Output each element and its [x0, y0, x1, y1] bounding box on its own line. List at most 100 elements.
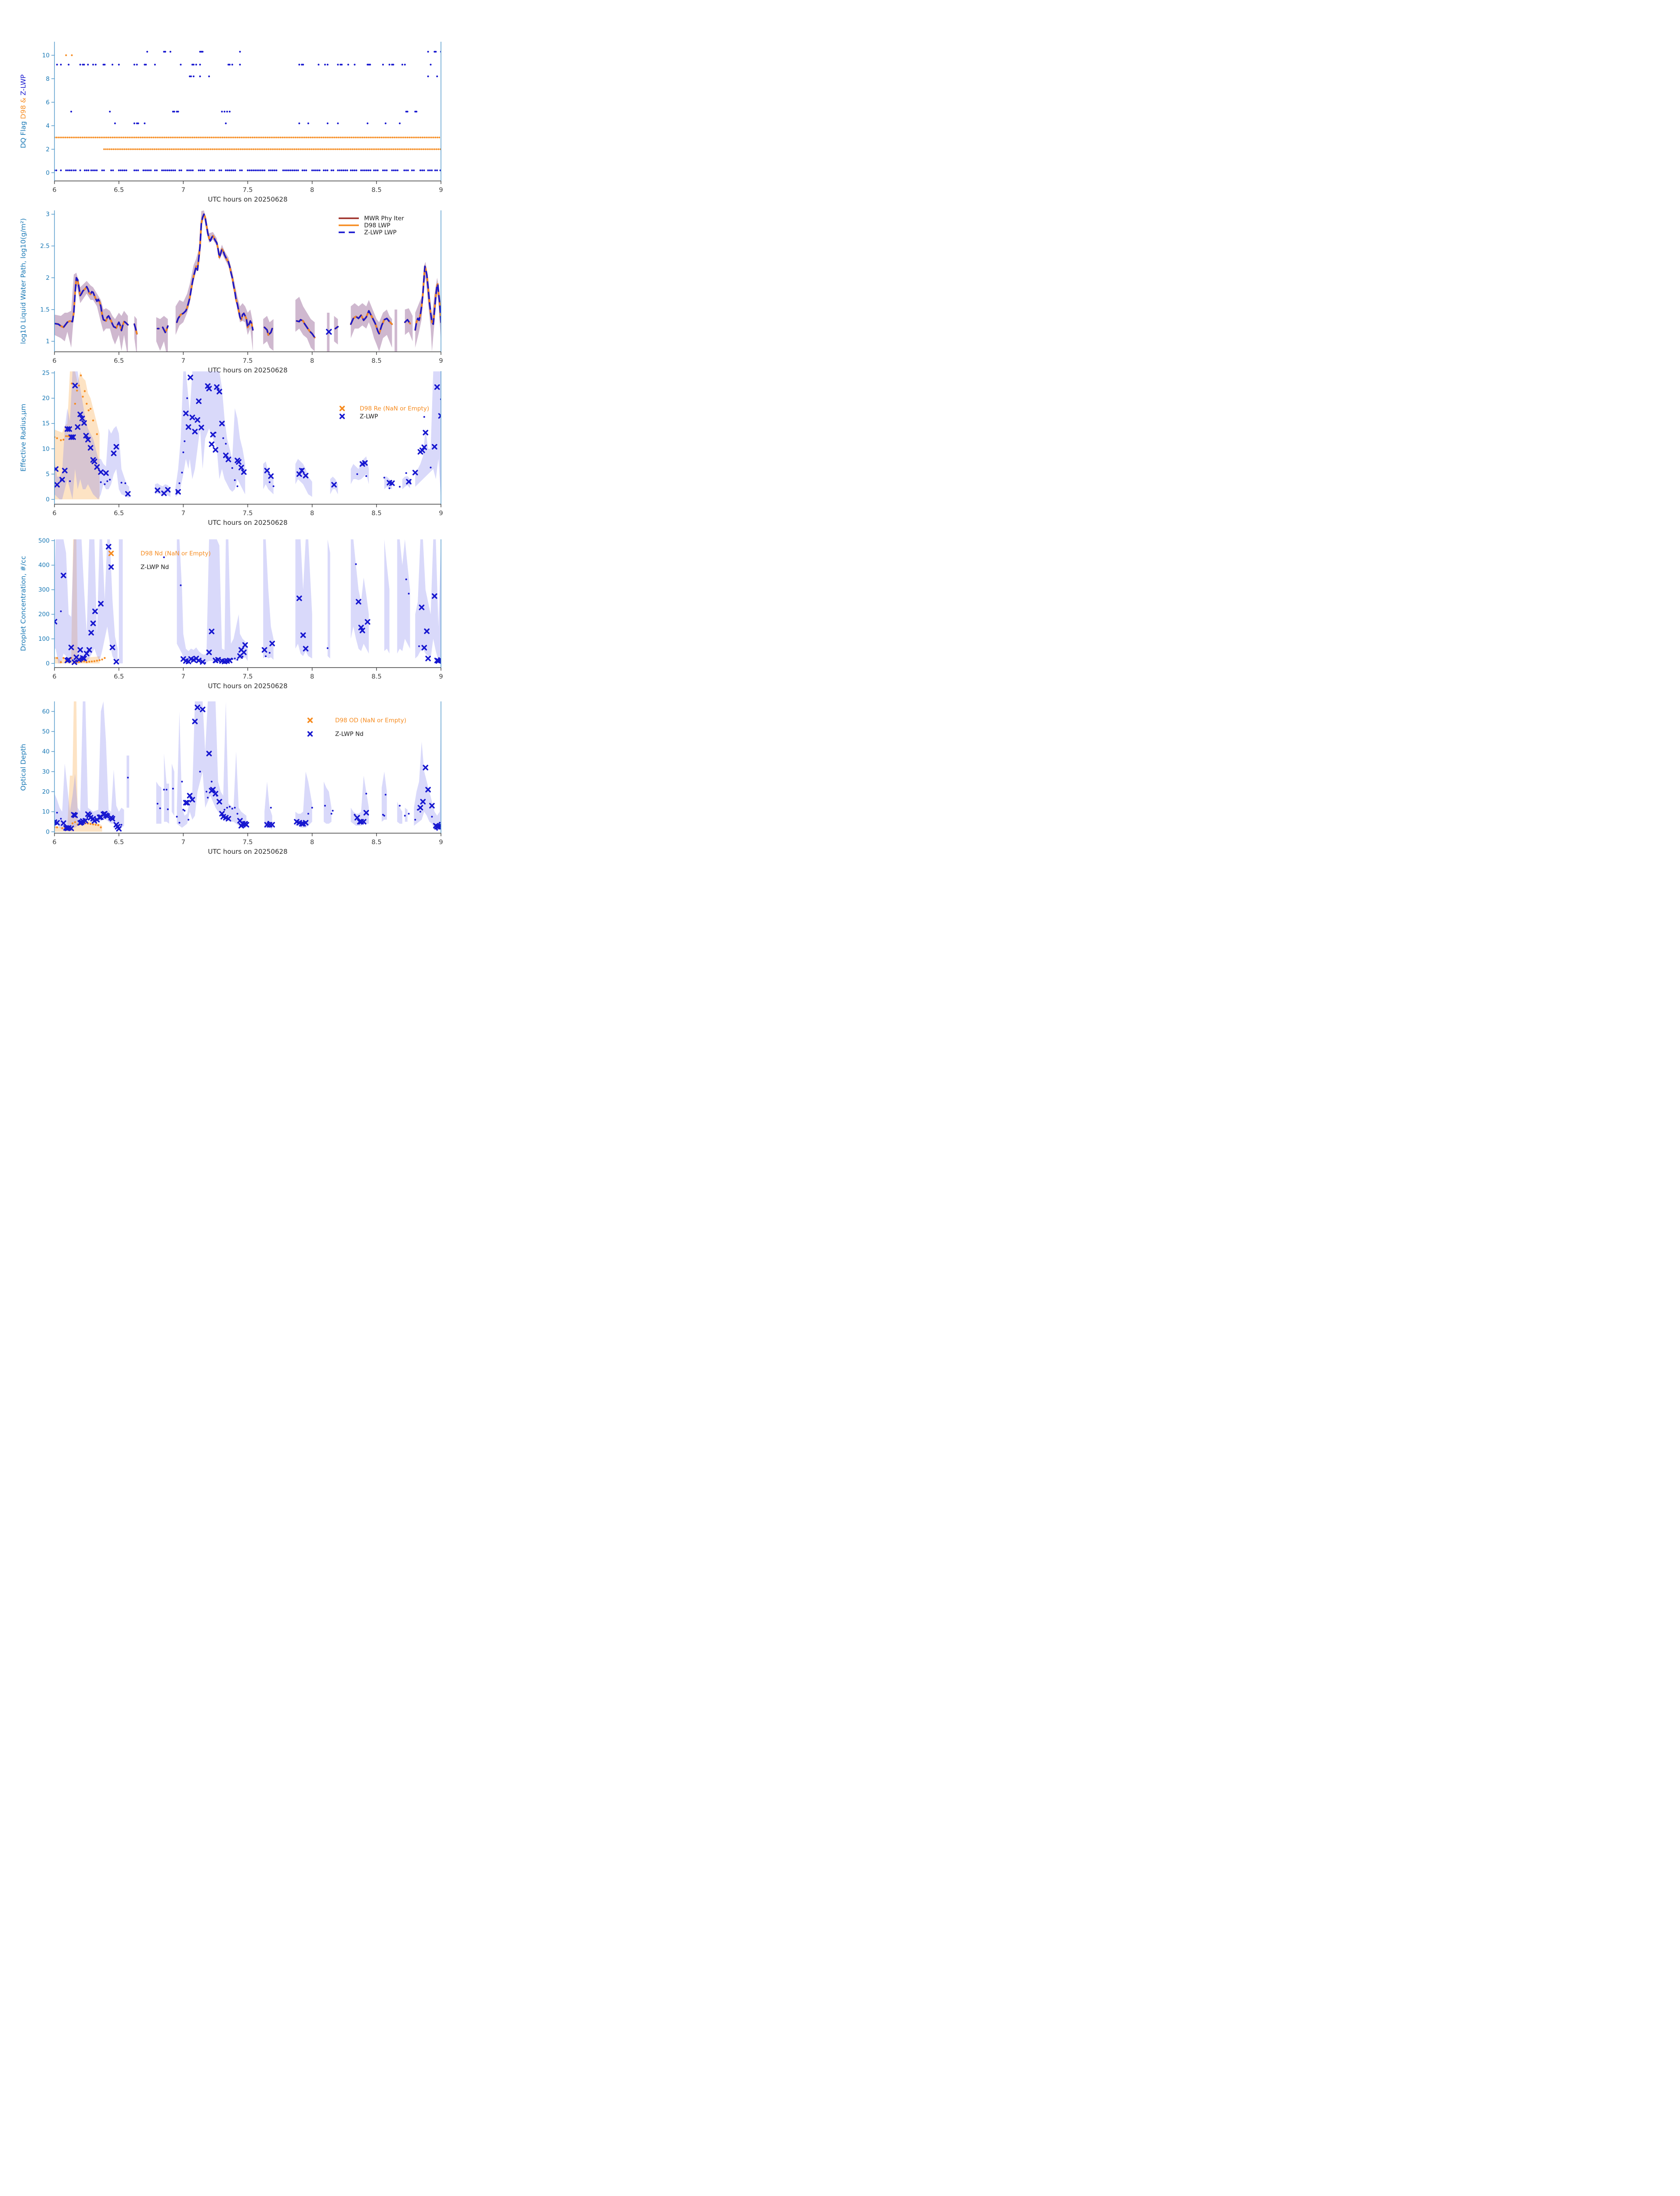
x-axis-label-optical-depth: UTC hours on 20250628 [208, 848, 287, 856]
legend-effective-radius: D98 Re (NaN or Empty)Z-LWP [339, 405, 429, 420]
series-zlwp-re-band [54, 371, 441, 500]
legend-label: MWR Phy Iter [364, 215, 404, 222]
y-axis-label-droplet-concentration: Droplet Concentration, #/cc [19, 556, 27, 651]
series-d98-flag-10 [65, 54, 73, 56]
y-tick-label: 8 [46, 76, 50, 83]
y-tick-label: 200 [38, 611, 50, 618]
x-axis-label-lwp: UTC hours on 20250628 [208, 366, 287, 374]
y-axis-label-optical-depth: Optical Depth [19, 744, 27, 791]
x-tick-label: 7 [181, 510, 185, 517]
x-tick-label: 8 [310, 839, 314, 846]
legend-label: D98 Re (NaN or Empty) [360, 405, 429, 412]
x-tick-label: 6.5 [114, 358, 124, 365]
y-tick-label: 2.5 [40, 243, 50, 250]
x-tick-label: 6.5 [114, 187, 124, 194]
series-d98-nd-band [54, 539, 100, 664]
y-tick-label: 2 [46, 146, 50, 153]
axes-effective-radius: 0 5 10 15 20 25 6 6.5 7 7.5 8 8.5 9 [42, 370, 443, 517]
x-tick-label: 6 [52, 839, 56, 846]
x-tick-label: 7.5 [242, 839, 253, 846]
legend-label: D98 Nd (NaN or Empty) [141, 550, 211, 557]
multi-panel-chart: 0 2 4 6 8 10 6 6.5 7 7.5 8 8.5 9 UTC hours on 2025062… [0, 0, 560, 878]
x-tick-label: 9 [439, 673, 443, 680]
axes-dq-flag: 0 2 4 6 8 10 6 6.5 7 7.5 8 8.5 9 [42, 42, 443, 194]
plot-area-optical-depth [54, 701, 441, 832]
series-zlwp-nd-xmarks [54, 544, 441, 665]
panel-dq-flag: 0 2 4 6 8 10 6 6.5 7 7.5 8 8.5 9 UTC hours on 2025062… [19, 42, 443, 203]
x-tick-label: 7 [181, 673, 185, 680]
y-tick-label: 50 [42, 728, 50, 735]
x-tick-label: 9 [439, 358, 443, 365]
y-tick-label: 1.5 [40, 306, 50, 313]
y-tick-label: 20 [42, 395, 50, 402]
y-tick-label: 2 [46, 274, 50, 282]
legend-label: Z-LWP LWP [364, 229, 397, 236]
x-tick-label: 7.5 [242, 187, 253, 194]
panel-effective-radius: 0 5 10 15 20 25 6 6.5 7 7.5 8 8.5 9 UTC hours on 2025… [19, 370, 443, 527]
series-zlwp-flag-8 [189, 75, 438, 77]
series-zlwp-re-xmarks [54, 375, 441, 497]
y-tick-label: 0 [46, 660, 50, 667]
series-zlwp-flag-10 [146, 51, 441, 53]
plot-area-lwp [54, 210, 441, 352]
legend-label: D98 LWP [364, 222, 390, 229]
x-tick-label: 6 [52, 673, 56, 680]
x-tick-label: 7.5 [242, 510, 253, 517]
series-d98-re-band [54, 371, 100, 500]
x-tick-label: 8 [310, 673, 314, 680]
x-tick-label: 8.5 [372, 358, 382, 365]
series-lwp-lines [54, 213, 441, 339]
series-zlwp-flag-4 [114, 122, 401, 124]
legend-label: Z-LWP [360, 413, 378, 420]
series-zlwp-flag-9 [56, 64, 432, 66]
series-zlwp-isolated-marker [326, 329, 332, 335]
axes-optical-depth: 0 10 20 30 40 50 60 6 6.5 7 7.5 8 8.5 9 [42, 701, 443, 846]
axes-droplet-concentration: 0 100 200 300 400 500 6 6.5 7 7.5 8 8.5 9 [38, 537, 443, 680]
x-tick-label: 9 [439, 510, 443, 517]
panel-lwp: 1 1.5 2 2.5 3 6 6.5 7 7.5 8 8.5 9 UTC hours on 20250… [19, 210, 443, 374]
series-zlwp-nd-band [54, 539, 441, 664]
y-tick-label: 10 [42, 445, 50, 452]
legend-label: Z-LWP Nd [335, 731, 364, 738]
series-zlwp-od-xmarks [54, 704, 441, 832]
y-tick-label: 4 [46, 123, 50, 130]
x-tick-label: 8.5 [372, 510, 382, 517]
y-tick-label: 25 [42, 370, 50, 377]
x-tick-label: 7 [181, 187, 185, 194]
x-tick-label: 7.5 [242, 673, 253, 680]
x-tick-label: 9 [439, 839, 443, 846]
x-tick-label: 6.5 [114, 510, 124, 517]
x-tick-label: 8 [310, 187, 314, 194]
series-zlwp-re-dots [60, 397, 441, 493]
legend-label: Z-LWP Nd [141, 564, 169, 571]
y-tick-label: 5 [46, 471, 50, 478]
series-zlwp-flag-5 [70, 111, 418, 113]
series-d98-flag-3 [54, 137, 441, 138]
y-tick-label: 1 [46, 338, 50, 345]
y-tick-label: 300 [38, 586, 50, 593]
x-tick-label: 6.5 [114, 839, 124, 846]
y-tick-label: 0 [46, 828, 50, 835]
x-tick-label: 7.5 [242, 358, 253, 365]
y-tick-label: 30 [42, 768, 50, 775]
legend-droplet-concentration: D98 Nd (NaN or Empty) Z-LWP Nd [108, 550, 211, 571]
legend-label: D98 OD (NaN or Empty) [335, 717, 406, 724]
series-zlwp-flag-0 [54, 169, 441, 171]
x-tick-label: 8 [310, 510, 314, 517]
x-tick-label: 7 [181, 839, 185, 846]
y-axis-label-dq-flag: DQ Flag D98 & Z-LWP [19, 74, 27, 148]
figure-container: 0 2 4 6 8 10 6 6.5 7 7.5 8 8.5 9 UTC hours on 2025062… [0, 0, 560, 878]
x-tick-label: 7 [181, 358, 185, 365]
y-tick-label: 0 [46, 170, 50, 177]
plot-area-droplet-concentration [54, 539, 441, 665]
x-tick-label: 8.5 [372, 673, 382, 680]
x-tick-label: 6 [52, 187, 56, 194]
plot-area-effective-radius [54, 371, 441, 500]
axes-lwp: 1 1.5 2 2.5 3 6 6.5 7 7.5 8 8.5 9 [40, 210, 443, 365]
y-tick-label: 60 [42, 708, 50, 715]
x-tick-label: 8 [310, 358, 314, 365]
x-tick-label: 8.5 [372, 839, 382, 846]
plot-area-dq-flag [54, 51, 441, 171]
